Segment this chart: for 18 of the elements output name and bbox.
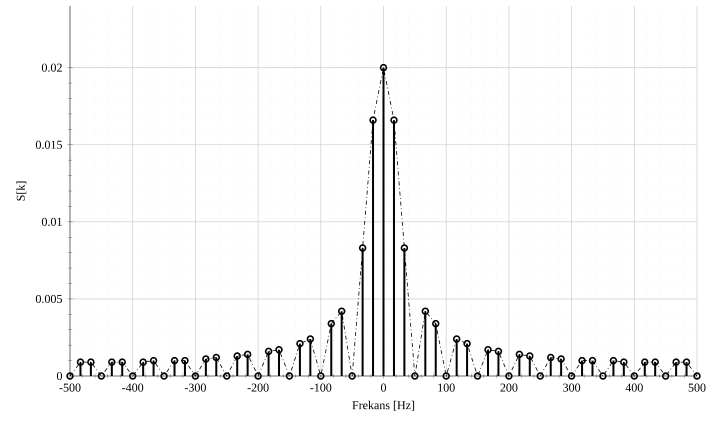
x-tick-label: 300 [563,384,580,392]
x-tick-label: 500 [688,384,706,392]
x-tick-label: 200 [500,384,518,392]
y-tick-label: 0.015 [36,140,62,149]
y-tick-label: 0 [56,372,62,380]
x-tick-label: 400 [626,384,643,392]
y-tick-label: 0.01 [42,218,62,226]
x-tick-label: 100 [438,384,455,392]
x-tick-label: -100 [310,384,332,392]
x-axis-title: Frekans [Hz] [352,400,414,411]
y-tick-label: 0.02 [42,64,62,72]
x-tick-label: -400 [122,384,144,392]
x-tick-label: -500 [59,384,81,392]
x-tick-label: -300 [184,384,206,392]
x-tick-label: 0 [380,384,386,392]
y-tick-label: 0.005 [36,294,62,303]
x-tick-label: -200 [248,384,269,392]
y-axis-title: S[k] [16,182,26,201]
